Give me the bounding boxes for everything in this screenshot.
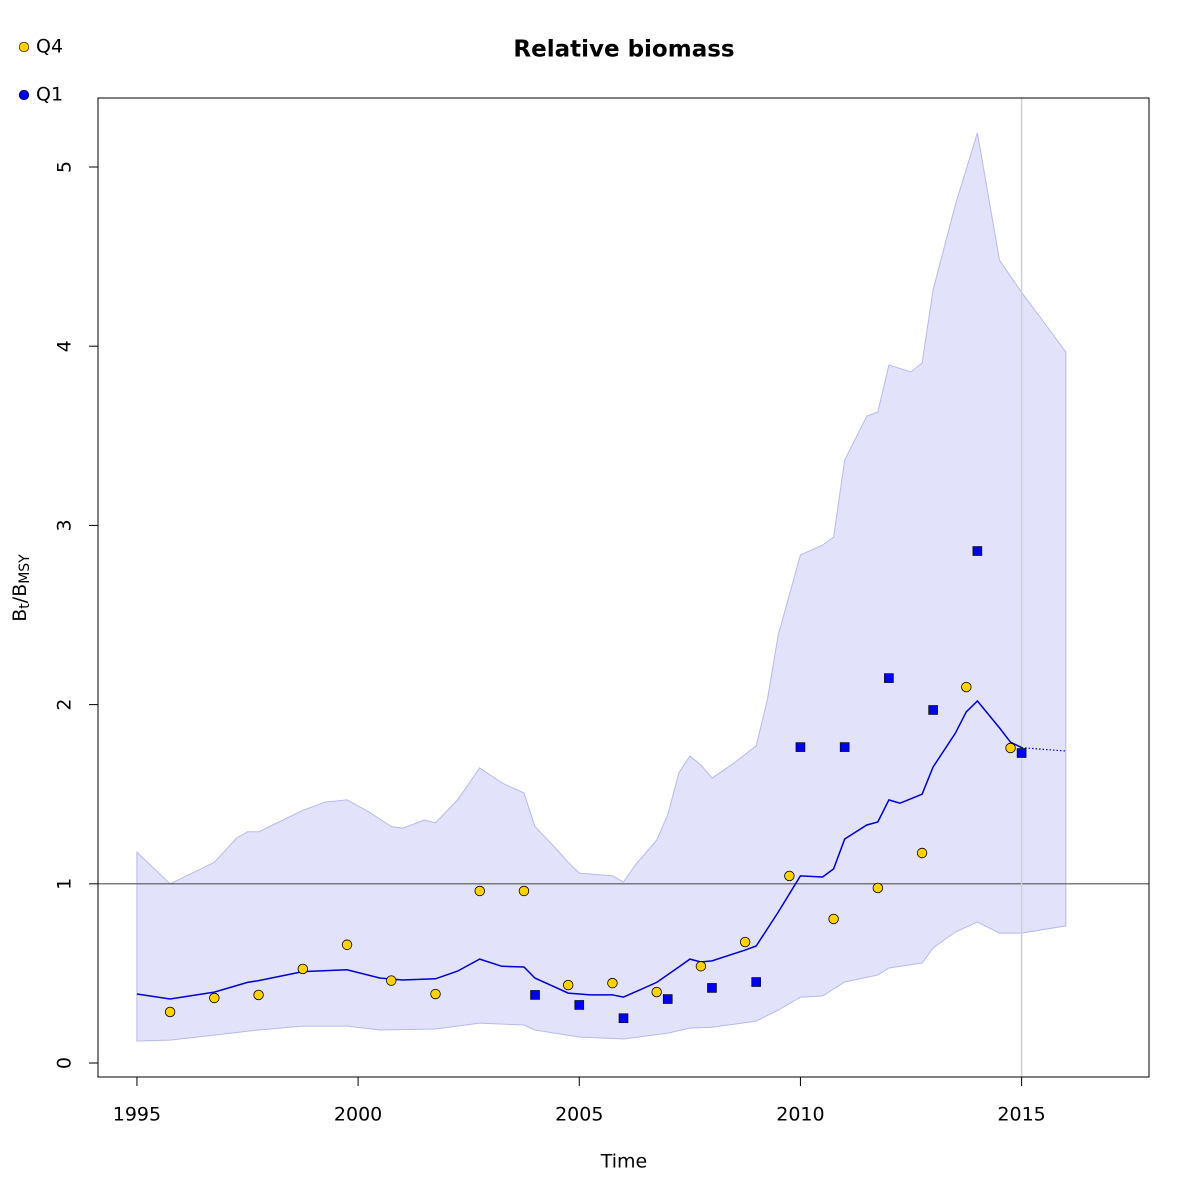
q-point — [386, 975, 397, 986]
q-point — [430, 988, 441, 1000]
q-point — [209, 992, 220, 1004]
q-point — [884, 673, 894, 683]
x-tick-label: 2015 — [997, 1104, 1045, 1126]
q-point — [872, 882, 884, 894]
q-point — [518, 885, 530, 897]
q-point — [828, 913, 839, 925]
y-label-part: t — [17, 603, 33, 609]
x-axis-label: Time — [600, 1151, 648, 1173]
q-point — [784, 870, 795, 882]
q-point — [928, 705, 938, 715]
q-point — [164, 1006, 176, 1018]
x-tick-label: 2005 — [555, 1104, 603, 1126]
y-tick-label: 0 — [54, 1057, 76, 1069]
q-point — [916, 847, 928, 859]
q-point — [563, 979, 574, 991]
q-point — [618, 1013, 629, 1024]
q-point — [695, 961, 707, 972]
y-label-part: B — [9, 609, 31, 622]
chart-title: Relative biomass — [513, 37, 734, 63]
legend-marker — [18, 89, 30, 101]
q-point — [795, 742, 806, 752]
q-point — [253, 989, 264, 1001]
y-axis-label: Bt/BMSY — [9, 554, 34, 622]
y-tick-label: 4 — [54, 340, 76, 352]
y-tick-label: 1 — [54, 878, 76, 890]
q-point — [1005, 742, 1016, 754]
q-point — [297, 963, 309, 975]
x-tick-label: 2000 — [334, 1104, 382, 1126]
q-point — [1016, 748, 1027, 758]
q-point — [707, 983, 717, 993]
legend-label: Q4 — [36, 36, 63, 58]
q-point — [961, 681, 972, 693]
q-point — [972, 546, 983, 556]
y-label-part: /B — [9, 584, 31, 603]
q-point — [751, 977, 762, 987]
y-tick-label: 3 — [54, 519, 76, 531]
plot-frame — [97, 97, 1150, 1078]
prediction-line — [1021, 747, 1066, 752]
y-label-part: MSY — [17, 554, 33, 584]
legend-marker — [18, 41, 30, 53]
q-point — [574, 1000, 585, 1010]
legend-label: Q1 — [36, 84, 63, 106]
y-tick-label: 2 — [54, 699, 76, 711]
y-tick-label: 5 — [54, 161, 76, 173]
q-point — [474, 885, 485, 897]
x-tick-label: 1995 — [113, 1104, 161, 1126]
q-point — [662, 994, 673, 1004]
estimate-line — [136, 699, 1022, 1000]
q-point — [530, 990, 540, 1000]
q-point — [341, 939, 353, 950]
x-tick-label: 2010 — [776, 1104, 824, 1126]
q-point — [607, 977, 618, 989]
q-point — [739, 936, 751, 948]
confidence-band — [136, 132, 1067, 1042]
q-point — [651, 986, 662, 998]
q-point — [839, 742, 850, 752]
